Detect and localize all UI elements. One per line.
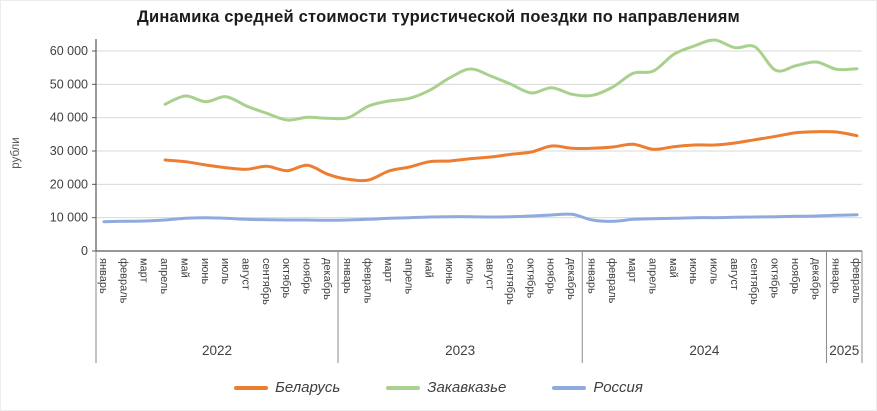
y-tick-label: 0	[81, 244, 88, 258]
month-label: май	[423, 258, 435, 278]
month-label: январь	[830, 258, 842, 294]
month-label: сентябрь	[260, 258, 272, 305]
month-label: ноябрь	[301, 258, 313, 295]
month-label: август	[728, 258, 740, 290]
month-label: октябрь	[280, 258, 292, 298]
y-tick-label: 40 000	[50, 111, 88, 125]
legend-swatch	[386, 385, 421, 390]
month-label: март	[626, 258, 638, 283]
chart-canvas: 0 10 000 20 000 30 000 40 000 50 000 60 000 янв…	[50, 38, 863, 363]
legend-label: Россия	[593, 379, 643, 396]
series-line-belarus	[163, 130, 859, 183]
month-label: сентябрь	[748, 258, 760, 305]
month-label: сентябрь	[504, 258, 516, 305]
month-label: апрель	[402, 258, 414, 294]
month-label: июль	[219, 258, 231, 285]
month-label: август	[484, 258, 496, 290]
series-line-russia	[102, 212, 859, 224]
month-label: июль	[708, 258, 720, 285]
year-label: 2024	[689, 343, 720, 358]
legend-label: Закавказье	[427, 379, 507, 396]
month-label: ноябрь	[789, 258, 801, 295]
year-label: 2025	[829, 343, 859, 358]
y-tick-label: 10 000	[50, 211, 88, 225]
month-label: январь	[341, 258, 353, 294]
y-tick-label: 30 000	[50, 144, 88, 158]
month-label: апрель	[646, 258, 658, 294]
month-label: апрель	[158, 258, 170, 294]
year-label: 2023	[445, 343, 475, 358]
month-label: июнь	[443, 258, 455, 284]
month-label: май	[667, 258, 679, 278]
legend-item-russia: Россия	[552, 379, 643, 396]
year-label: 2022	[202, 343, 232, 358]
month-label: декабрь	[565, 258, 577, 300]
legend-item-belarus: Беларусь	[234, 379, 340, 396]
series-line-zakavkazye	[163, 38, 859, 122]
y-tick-label: 20 000	[50, 177, 88, 191]
month-label: июнь	[687, 258, 699, 284]
legend-item-zakavkazye: Закавказье	[386, 379, 506, 396]
chart-legend: Беларусь Закавказье Россия	[1, 379, 876, 396]
month-label: февраль	[850, 258, 862, 304]
month-label: май	[178, 258, 190, 278]
month-label: июнь	[199, 258, 211, 284]
month-label: октябрь	[524, 258, 536, 298]
month-label: февраль	[362, 258, 374, 304]
month-label: январь	[585, 258, 597, 294]
legend-swatch	[552, 385, 587, 390]
chart-title: Динамика средней стоимости туристической…	[137, 8, 740, 26]
month-label: август	[239, 258, 251, 290]
month-label: февраль	[117, 258, 129, 304]
legend-swatch	[234, 385, 269, 390]
month-label: март	[138, 258, 150, 283]
month-label: декабрь	[321, 258, 333, 300]
month-label: февраль	[606, 258, 618, 304]
month-label: март	[382, 258, 394, 283]
month-label: декабрь	[809, 258, 821, 300]
month-label: июль	[463, 258, 475, 285]
month-label: ноябрь	[545, 258, 557, 295]
month-label: октябрь	[769, 258, 781, 298]
y-tick-label: 60 000	[50, 44, 88, 58]
month-label: январь	[97, 258, 109, 294]
legend-label: Беларусь	[275, 379, 341, 396]
y-tick-label: 50 000	[50, 77, 88, 91]
